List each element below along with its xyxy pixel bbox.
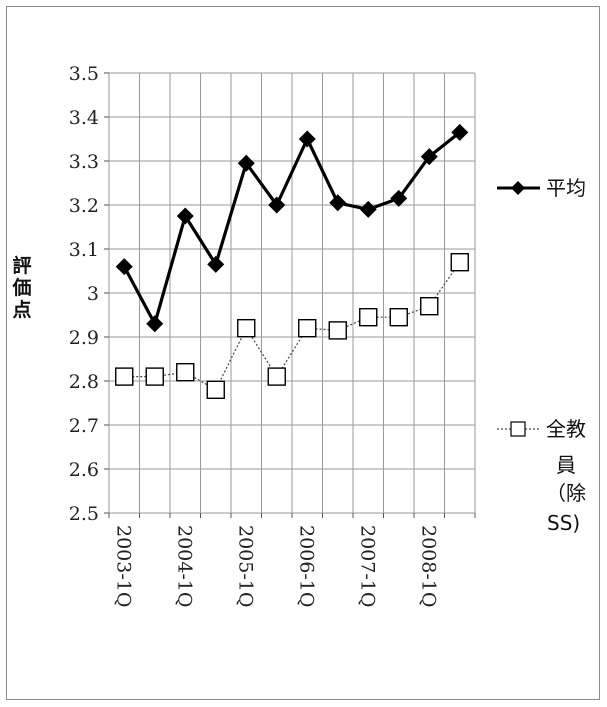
y-tick-label: 2.9 xyxy=(69,327,99,349)
y-tick-label: 2.5 xyxy=(69,503,99,525)
data-point-average xyxy=(176,207,194,225)
legend-marker-square xyxy=(510,421,526,437)
data-point-all-faculty xyxy=(206,380,225,399)
x-tick-label: 2004-1Q xyxy=(173,525,195,607)
legend-label-average: 平均 xyxy=(546,176,586,200)
data-point-all-faculty xyxy=(176,363,195,382)
y-tick-label: 3.5 xyxy=(69,63,99,85)
data-point-all-faculty xyxy=(237,319,256,338)
y-tick-label: 3 xyxy=(87,283,99,305)
data-point-all-faculty xyxy=(115,367,134,386)
legend-item-all-faculty: 全教 員 （除 SS) xyxy=(497,417,586,535)
x-tick-label: 2003-1Q xyxy=(112,525,134,607)
data-point-average xyxy=(329,194,347,212)
y-tick-label: 3.4 xyxy=(69,107,99,129)
legend: 平均 全教 員 （除 SS) xyxy=(497,176,586,535)
data-point-average xyxy=(420,148,438,166)
data-point-average xyxy=(390,189,408,207)
x-axis-ticks: 2003-1Q 2004-1Q 2005-1Q 2006-1Q 2007-1Q 2008-… xyxy=(112,525,439,607)
y-axis-label-char: 評 xyxy=(12,254,31,277)
data-point-all-faculty xyxy=(359,308,378,327)
y-axis-label-text: 評価点 xyxy=(11,254,31,321)
data-point-all-faculty xyxy=(389,308,408,327)
y-axis-ticks: 3.5 3.4 3.3 3.2 3.1 3 2.9 2.8 2.7 2.6 2.5 xyxy=(69,63,99,525)
y-tick-label: 2.8 xyxy=(69,371,99,393)
data-point-average xyxy=(359,200,377,218)
y-tick-label: 2.6 xyxy=(69,459,99,481)
data-point-all-faculty xyxy=(450,252,469,272)
series-line-average xyxy=(122,131,461,326)
y-axis-label-char: 価 xyxy=(11,277,31,299)
data-point-all-faculty xyxy=(328,321,347,340)
y-axis-label-char: 点 xyxy=(12,299,31,321)
data-point-all-faculty xyxy=(267,367,286,386)
data-point-average xyxy=(237,154,255,172)
x-tick-label: 2008-1Q xyxy=(417,525,439,607)
x-tick-label: 2005-1Q xyxy=(234,525,256,607)
legend-marker-diamond xyxy=(511,181,525,195)
legend-label-all-faculty-line4: SS) xyxy=(547,511,580,535)
y-tick-label: 2.7 xyxy=(69,415,99,437)
data-point-average xyxy=(451,123,469,141)
grid xyxy=(104,72,476,518)
legend-item-average: 平均 xyxy=(497,176,586,200)
data-point-all-faculty xyxy=(298,319,317,338)
legend-label-all-faculty-line2: 員 xyxy=(556,453,576,477)
y-tick-label: 3.3 xyxy=(69,151,99,173)
x-tick-label: 2006-1Q xyxy=(295,525,317,607)
y-tick-label: 3.1 xyxy=(69,239,99,261)
data-point-average xyxy=(146,315,164,333)
data-point-average xyxy=(115,258,133,276)
data-point-average xyxy=(268,196,286,214)
y-axis-label: 評価点 xyxy=(11,254,31,321)
data-point-average xyxy=(207,255,225,273)
x-tick-label: 2007-1Q xyxy=(356,525,378,607)
series-layer xyxy=(115,123,469,399)
data-point-all-faculty xyxy=(145,367,164,386)
legend-label-all-faculty-line3: （除 xyxy=(546,481,586,505)
data-point-average xyxy=(298,130,316,148)
legend-label-all-faculty-line1: 全教 xyxy=(546,417,586,441)
y-tick-label: 3.2 xyxy=(69,195,99,217)
data-point-all-faculty xyxy=(420,297,439,316)
chart-frame xyxy=(6,6,600,700)
